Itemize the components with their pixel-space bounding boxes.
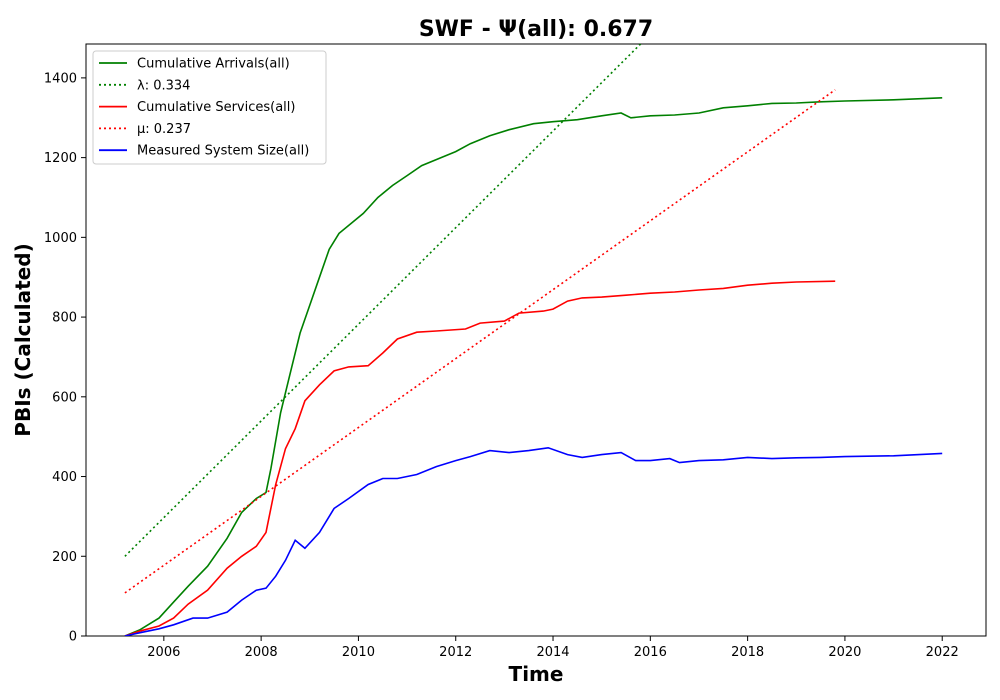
x-tick-label: 2018 <box>731 645 764 660</box>
y-tick-label: 0 <box>69 630 77 645</box>
y-tick-label: 400 <box>52 470 77 485</box>
series-line-1 <box>124 44 642 557</box>
x-tick-label: 2010 <box>342 645 375 660</box>
y-tick-label: 800 <box>52 311 77 326</box>
legend-label: Measured System Size(all) <box>137 144 309 159</box>
legend-label: μ: 0.237 <box>137 122 191 137</box>
y-axis: 0 200 400 600 800 1000 1200 1400 <box>44 71 86 645</box>
x-axis: 2006 2008 2010 2012 2014 2016 2018 2020 2022 <box>147 636 959 660</box>
y-tick-label: 1200 <box>44 151 77 166</box>
x-tick-label: 2020 <box>828 645 861 660</box>
plot-area: 2006 2008 2010 2012 2014 2016 2018 2020 2022 0 20… <box>44 43 987 660</box>
plot-frame <box>85 43 987 637</box>
legend-items: Cumulative Arrivals(all) λ: 0.334 Cumulati… <box>99 57 309 159</box>
x-tick-label: 2006 <box>147 645 180 660</box>
legend-box <box>92 50 327 165</box>
x-tick-label: 2008 <box>245 645 278 660</box>
series-line-3 <box>124 89 836 594</box>
legend-label: Cumulative Services(all) <box>137 100 295 115</box>
x-axis-title: Time <box>509 662 564 686</box>
series-layer <box>124 44 943 636</box>
chart-title: SWF - Ψ(all): 0.677 <box>419 17 653 42</box>
legend-label: Cumulative Arrivals(all) <box>137 57 290 72</box>
x-tick-label: 2012 <box>439 645 472 660</box>
series-line-4 <box>124 446 943 636</box>
y-tick-label: 600 <box>52 390 77 405</box>
x-tick-label: 2022 <box>926 645 959 660</box>
y-tick-label: 200 <box>52 550 77 565</box>
x-tick-label: 2014 <box>536 645 569 660</box>
y-axis-title: PBIs (Calculated) <box>11 243 35 436</box>
legend-label: λ: 0.334 <box>137 78 190 93</box>
series-line-0 <box>124 97 943 636</box>
series-line-2 <box>124 280 836 636</box>
y-tick-label: 1400 <box>44 71 77 86</box>
legend: Cumulative Arrivals(all) λ: 0.334 Cumulati… <box>92 50 327 165</box>
y-tick-label: 1000 <box>44 231 77 246</box>
x-tick-label: 2016 <box>634 645 667 660</box>
